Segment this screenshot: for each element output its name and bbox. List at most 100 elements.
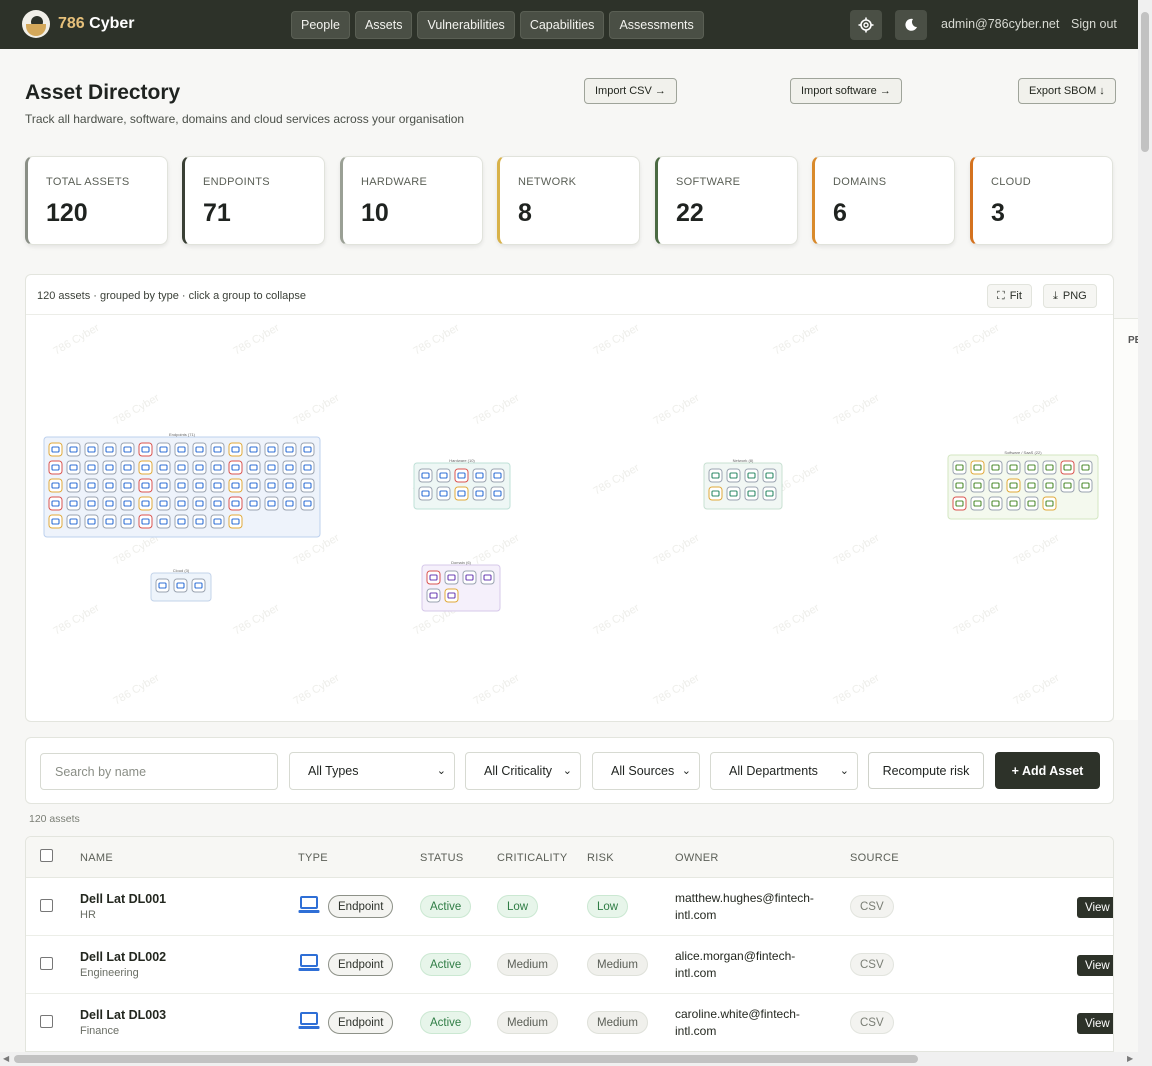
asset-node[interactable]: [246, 496, 261, 511]
asset-node[interactable]: [444, 570, 459, 585]
table-row[interactable]: Dell Lat DL003 Finance Endpoint Active M…: [26, 994, 1113, 1051]
asset-node[interactable]: [454, 468, 469, 483]
asset-node[interactable]: [48, 478, 63, 493]
asset-node[interactable]: [300, 478, 315, 493]
asset-node[interactable]: [246, 478, 261, 493]
asset-node[interactable]: [264, 496, 279, 511]
asset-node[interactable]: [282, 442, 297, 457]
table-row[interactable]: Dell Lat DL001 HR Endpoint Active Low Lo…: [26, 878, 1113, 936]
asset-node[interactable]: [952, 496, 967, 511]
asset-node[interactable]: [1006, 460, 1021, 475]
asset-node[interactable]: [210, 514, 225, 529]
col-owner[interactable]: OWNER: [675, 852, 719, 864]
asset-node[interactable]: [156, 442, 171, 457]
col-name[interactable]: NAME: [80, 852, 113, 864]
asset-node[interactable]: [192, 442, 207, 457]
asset-node[interactable]: [228, 496, 243, 511]
asset-node[interactable]: [282, 478, 297, 493]
asset-node[interactable]: [418, 486, 433, 501]
scroll-right-icon[interactable]: ▶: [1127, 1054, 1134, 1063]
asset-node[interactable]: [952, 460, 967, 475]
asset-node[interactable]: [454, 486, 469, 501]
asset-node[interactable]: [174, 496, 189, 511]
asset-node[interactable]: [726, 486, 741, 501]
asset-node[interactable]: [120, 514, 135, 529]
view-button[interactable]: View: [1077, 897, 1113, 918]
asset-node[interactable]: [1042, 460, 1057, 475]
search-input[interactable]: [40, 753, 278, 790]
asset-node[interactable]: [192, 496, 207, 511]
scrollbar-thumb[interactable]: [1141, 12, 1149, 152]
asset-node[interactable]: [66, 478, 81, 493]
asset-node[interactable]: [418, 468, 433, 483]
asset-node[interactable]: [48, 442, 63, 457]
asset-node[interactable]: [988, 478, 1003, 493]
asset-node[interactable]: [102, 514, 117, 529]
asset-node[interactable]: [300, 496, 315, 511]
asset-node[interactable]: [84, 514, 99, 529]
asset-node[interactable]: [120, 496, 135, 511]
asset-node[interactable]: [300, 460, 315, 475]
asset-node[interactable]: [174, 478, 189, 493]
asset-node[interactable]: [66, 514, 81, 529]
export-sbom-button[interactable]: Export SBOM ↓: [1018, 78, 1116, 104]
asset-node[interactable]: [48, 496, 63, 511]
asset-node[interactable]: [228, 460, 243, 475]
asset-node[interactable]: [192, 478, 207, 493]
asset-node[interactable]: [444, 588, 459, 603]
import-csv-button[interactable]: Import CSV →: [584, 78, 677, 104]
nav-vulnerabilities[interactable]: Vulnerabilities: [417, 11, 515, 39]
asset-node[interactable]: [970, 496, 985, 511]
asset-node[interactable]: [84, 460, 99, 475]
asset-node[interactable]: [228, 442, 243, 457]
side-panel-peek[interactable]: PE: [1114, 318, 1141, 720]
group-endpoints[interactable]: Endpoints (71): [43, 432, 321, 538]
asset-node[interactable]: [1006, 478, 1021, 493]
asset-node[interactable]: [282, 496, 297, 511]
asset-node[interactable]: [1078, 478, 1093, 493]
nav-capabilities[interactable]: Capabilities: [519, 11, 605, 39]
col-status[interactable]: STATUS: [420, 852, 464, 864]
signout-link[interactable]: Sign out: [1071, 17, 1117, 31]
group-cloud[interactable]: Cloud (3): [150, 568, 212, 602]
asset-node[interactable]: [708, 486, 723, 501]
asset-node[interactable]: [138, 514, 153, 529]
asset-node[interactable]: [1042, 478, 1057, 493]
scrollbar-thumb[interactable]: [14, 1055, 918, 1063]
asset-node[interactable]: [970, 460, 985, 475]
group-network[interactable]: Network (8): [703, 458, 783, 510]
add-asset-button[interactable]: + Add Asset: [995, 752, 1100, 789]
asset-node[interactable]: [210, 460, 225, 475]
row-checkbox[interactable]: [40, 1015, 53, 1028]
import-software-button[interactable]: Import software →: [790, 78, 902, 104]
vertical-scrollbar[interactable]: [1138, 0, 1152, 1066]
asset-node[interactable]: [156, 478, 171, 493]
asset-node[interactable]: [762, 486, 777, 501]
nav-assets[interactable]: Assets: [354, 11, 413, 39]
asset-node[interactable]: [120, 460, 135, 475]
asset-node[interactable]: [210, 478, 225, 493]
asset-node[interactable]: [228, 514, 243, 529]
source-filter-select[interactable]: All Sources ⌄: [592, 752, 700, 790]
asset-node[interactable]: [246, 442, 261, 457]
asset-node[interactable]: [426, 588, 441, 603]
asset-node[interactable]: [84, 496, 99, 511]
asset-node[interactable]: [138, 478, 153, 493]
asset-node[interactable]: [300, 442, 315, 457]
asset-node[interactable]: [970, 478, 985, 493]
asset-name[interactable]: Dell Lat DL001: [80, 892, 167, 906]
asset-graph-canvas[interactable]: 786 Cyber 786 Cyber 786 Cyber 786 Cyber 786 …: [26, 315, 1114, 722]
col-criticality[interactable]: CRITICALITY: [497, 852, 568, 864]
asset-node[interactable]: [264, 442, 279, 457]
asset-node[interactable]: [952, 478, 967, 493]
asset-node[interactable]: [192, 514, 207, 529]
asset-node[interactable]: [490, 486, 505, 501]
asset-node[interactable]: [156, 496, 171, 511]
asset-node[interactable]: [988, 460, 1003, 475]
asset-node[interactable]: [174, 442, 189, 457]
asset-node[interactable]: [138, 496, 153, 511]
fit-button[interactable]: ⛶ Fit: [987, 284, 1032, 308]
row-checkbox[interactable]: [40, 899, 53, 912]
asset-node[interactable]: [192, 460, 207, 475]
asset-node[interactable]: [138, 442, 153, 457]
